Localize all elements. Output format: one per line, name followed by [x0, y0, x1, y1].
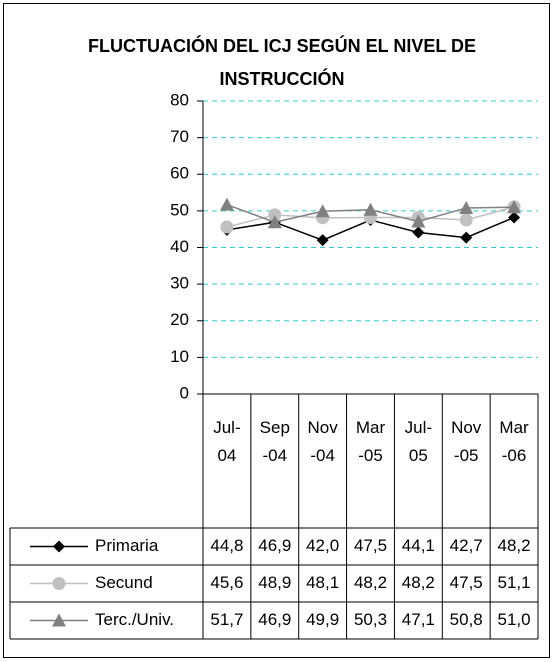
legend-label: Terc./Univ. [95, 610, 174, 629]
x-tick-label: Jul-04 [213, 418, 241, 465]
y-tick-label: 30 [170, 274, 189, 293]
x-tick-label: Mar-06 [499, 418, 529, 465]
y-tick-label: 60 [170, 164, 189, 183]
table-value: 51,1 [498, 573, 531, 592]
table-value: 47,1 [402, 610, 435, 629]
marker [507, 200, 522, 214]
table-value: 44,8 [210, 536, 243, 555]
table-value: 45,6 [210, 573, 243, 592]
table-value: 48,2 [402, 573, 435, 592]
table-value: 47,5 [450, 573, 483, 592]
legend-label: Secund [95, 573, 153, 592]
marker [316, 234, 329, 247]
chart-border [3, 3, 550, 658]
x-tick-label: Mar-05 [355, 418, 386, 465]
table-value: 51,0 [498, 610, 531, 629]
table-value: 49,9 [306, 610, 339, 629]
marker [219, 197, 234, 211]
marker [411, 214, 426, 228]
marker [220, 220, 234, 234]
table-value: 48,2 [354, 573, 387, 592]
y-tick-label: 0 [180, 383, 189, 402]
y-tick-label: 70 [170, 127, 189, 146]
legend-marker [52, 613, 66, 627]
marker [267, 215, 282, 229]
marker [460, 231, 473, 244]
marker [268, 208, 282, 222]
table-value: 51,7 [210, 610, 243, 629]
legend-marker [53, 540, 65, 553]
marker [412, 226, 425, 239]
table-value: 46,9 [258, 536, 291, 555]
marker [459, 213, 473, 227]
table-value: 48,9 [258, 573, 291, 592]
chart-title: FLUCTUACIÓN DEL ICJ SEGÚN EL NIVEL DE IN… [87, 36, 477, 89]
y-tick-label: 10 [170, 347, 189, 366]
y-tick-label: 40 [170, 237, 189, 256]
table-value: 47,5 [354, 536, 387, 555]
x-tick-label: Nov-04 [307, 418, 338, 465]
table-value: 42,7 [450, 536, 483, 555]
marker [363, 202, 378, 216]
x-tick-label: Jul-05 [404, 418, 433, 465]
table-value: 50,3 [354, 610, 387, 629]
legend-marker [52, 577, 66, 590]
y-tick-label: 80 [170, 90, 189, 109]
y-tick-label: 20 [170, 310, 189, 329]
marker [315, 204, 330, 218]
table-value: 42,0 [306, 536, 339, 555]
table-value: 50,8 [450, 610, 483, 629]
table-value: 48,1 [306, 573, 339, 592]
marker [508, 211, 521, 224]
x-tick-label: Sep-04 [259, 418, 290, 465]
y-tick-label: 50 [170, 200, 189, 219]
x-tick-label: Nov-05 [451, 418, 482, 465]
table-value: 48,2 [498, 536, 531, 555]
table-value: 44,1 [402, 536, 435, 555]
legend-label: Primaria [95, 536, 159, 555]
table-value: 46,9 [258, 610, 291, 629]
marker [459, 200, 474, 214]
